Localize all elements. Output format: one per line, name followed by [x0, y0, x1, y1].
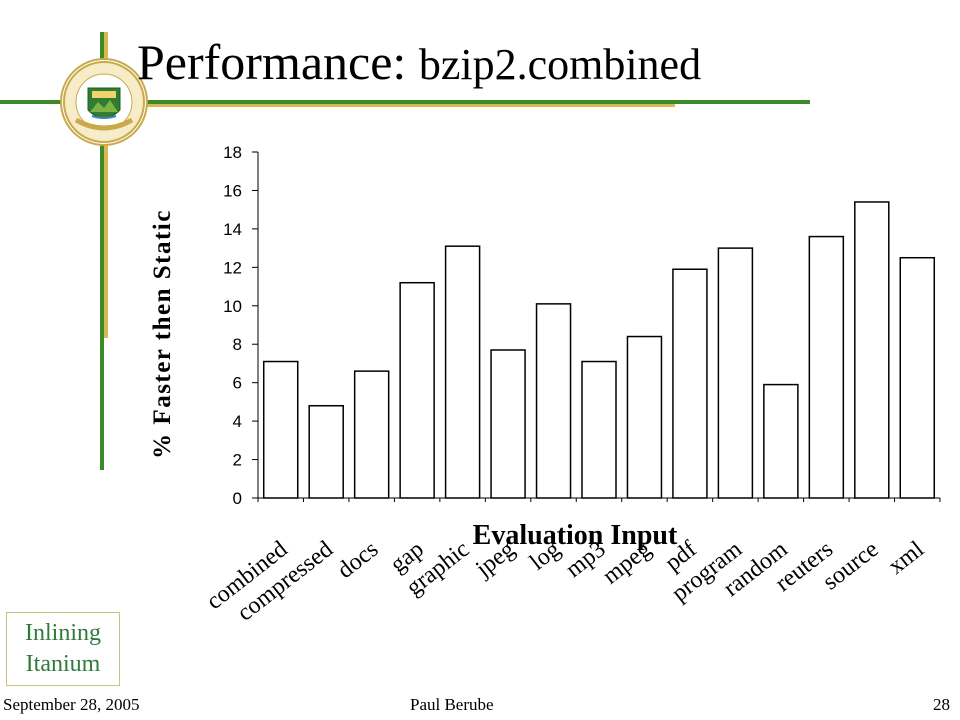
- tag-line-2: Itanium: [25, 651, 101, 677]
- page-title: Performance: bzip2.combined: [137, 30, 701, 97]
- accent-horizontal-gold-line: [145, 104, 675, 107]
- page-number: 28: [933, 695, 950, 714]
- y-tick-label: 8: [233, 335, 242, 354]
- bar: [490, 349, 526, 499]
- y-tick-label: 6: [233, 374, 242, 393]
- bar: [444, 245, 481, 499]
- y-tick-label: 4: [233, 412, 242, 431]
- bar: [308, 404, 344, 499]
- y-tick-label: 10: [223, 297, 242, 316]
- title-main: Performance:: [137, 34, 419, 90]
- bar: [353, 370, 390, 499]
- university-crest-logo: [60, 58, 148, 146]
- y-tick-label: 18: [223, 143, 242, 162]
- tag-line-1: Inlining: [25, 620, 101, 646]
- topic-tag: Inlining Itanium: [6, 612, 120, 686]
- accent-vertical-line: [100, 32, 104, 470]
- bar: [899, 256, 936, 499]
- crest-icon: [63, 61, 145, 143]
- title-sub: bzip2.combined: [418, 40, 702, 89]
- x-tick-label: xml: [884, 536, 930, 580]
- x-axis-title: Evaluation Input: [473, 520, 678, 551]
- bar: [535, 303, 572, 499]
- y-tick-label: 0: [233, 489, 242, 508]
- bar: [672, 268, 708, 499]
- y-tick-label: 2: [233, 451, 242, 470]
- y-tick-label: 14: [223, 220, 242, 239]
- accent-vertical-gold-line: [104, 32, 108, 338]
- bar: [808, 235, 845, 499]
- bar: [581, 360, 617, 499]
- footer-date: September 28, 2005: [3, 695, 140, 714]
- y-tick-label: 12: [223, 258, 242, 277]
- footer-author: Paul Berube: [410, 695, 494, 714]
- bar: [399, 281, 435, 499]
- y-axis-title: % Faster then Static: [149, 209, 176, 459]
- accent-horizontal-line: [0, 100, 810, 104]
- bar: [626, 335, 663, 499]
- bar: [262, 360, 299, 499]
- bar: [717, 247, 754, 499]
- y-tick-label: 16: [223, 181, 242, 200]
- bar: [854, 201, 890, 499]
- x-tick-label: docs: [333, 536, 384, 584]
- bar: [763, 383, 799, 499]
